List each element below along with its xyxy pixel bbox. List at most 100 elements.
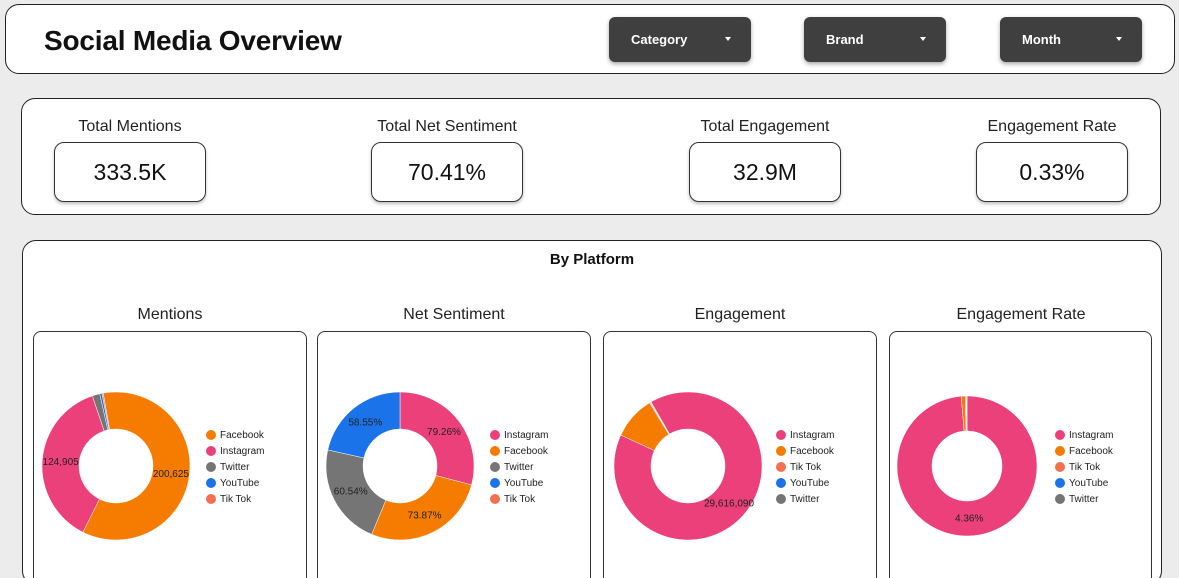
legend-label: Twitter	[220, 461, 250, 473]
legend-label: YouTube	[220, 477, 260, 489]
engagement-rate-legend: Instagram Facebook Tik Tok YouTube Twitter	[1055, 427, 1113, 507]
legend-label: Facebook	[790, 445, 834, 457]
legend-item-tik-tok[interactable]: Tik Tok	[776, 459, 834, 475]
legend-dot-icon	[206, 462, 216, 472]
legend-dot-icon	[776, 430, 786, 440]
chart-title-engagement-rate: Engagement Rate	[956, 306, 1086, 323]
legend-dot-icon	[1055, 446, 1065, 456]
mentions-legend: Facebook Instagram Twitter YouTube Tik Tok	[206, 427, 264, 507]
slice-label-youtube: 58.55%	[348, 418, 382, 429]
legend-item-instagram[interactable]: Instagram	[776, 427, 834, 443]
brand-dropdown[interactable]: Brand	[804, 17, 946, 62]
chart-title-mentions: Mentions	[137, 306, 203, 323]
slice-label-instagram: 29,616,090	[704, 498, 754, 509]
legend-item-instagram[interactable]: Instagram	[206, 443, 264, 459]
donut-slice-instagram[interactable]	[399, 391, 475, 486]
donut-slice-instagram[interactable]	[896, 395, 1038, 537]
donut-slice-tik-tok[interactable]	[101, 392, 110, 430]
kpi-title-engagement-rate: Engagement Rate	[987, 118, 1117, 135]
legend-label: Tik Tok	[790, 461, 822, 473]
donut-slice-instagram[interactable]	[41, 395, 105, 533]
legend-item-facebook[interactable]: Facebook	[490, 443, 548, 459]
kpi-value-engagement-rate: 0.33%	[976, 142, 1128, 202]
kpi-title-engagement: Total Engagement	[700, 118, 830, 135]
chart-title-engagement: Engagement	[694, 306, 786, 323]
kpi-panel: Total Mentions 333.5K Total Net Sentimen…	[21, 98, 1161, 215]
legend-label: Twitter	[1069, 493, 1099, 505]
donut-slice-youtube[interactable]	[327, 391, 401, 459]
legend-label: Instagram	[1069, 429, 1114, 441]
legend-item-facebook[interactable]: Facebook	[206, 427, 264, 443]
slice-label-instagram: 124,905	[43, 457, 80, 468]
legend-dot-icon	[206, 430, 216, 440]
chart-title-net-sentiment: Net Sentiment	[403, 306, 505, 323]
legend-dot-icon	[206, 478, 216, 488]
legend-item-youtube[interactable]: YouTube	[776, 475, 834, 491]
section-title: By Platform	[549, 251, 635, 268]
mentions-donut-card: 200,625 124,905 Facebook Instagram Twitter Y…	[33, 331, 307, 578]
slice-label-twitter: 60.54%	[334, 487, 368, 498]
legend-label: YouTube	[504, 477, 544, 489]
legend-item-twitter[interactable]: Twitter	[490, 459, 548, 475]
legend-dot-icon	[206, 494, 216, 504]
legend-dot-icon	[776, 478, 786, 488]
kpi-value-mentions: 333.5K	[54, 142, 206, 202]
legend-item-youtube[interactable]: YouTube	[490, 475, 548, 491]
slice-label-facebook: 73.87%	[408, 511, 442, 522]
legend-item-twitter[interactable]: Twitter	[776, 491, 834, 507]
legend-label: Twitter	[504, 461, 534, 473]
legend-item-tik-tok[interactable]: Tik Tok	[490, 491, 548, 507]
legend-item-youtube[interactable]: YouTube	[1055, 475, 1113, 491]
legend-item-twitter[interactable]: Twitter	[1055, 491, 1113, 507]
legend-item-tik-tok[interactable]: Tik Tok	[206, 491, 264, 507]
legend-label: Tik Tok	[1069, 461, 1101, 473]
month-dropdown-label: Month	[1022, 32, 1061, 47]
donut-slice-facebook[interactable]	[371, 475, 472, 541]
brand-dropdown-label: Brand	[826, 32, 864, 47]
legend-dot-icon	[490, 478, 500, 488]
legend-label: Facebook	[1069, 445, 1113, 457]
engagement-legend: Instagram Facebook Tik Tok YouTube Twitter	[776, 427, 834, 507]
legend-dot-icon	[490, 446, 500, 456]
kpi-value-engagement: 32.9M	[689, 142, 841, 202]
legend-label: YouTube	[1069, 477, 1109, 489]
header-bar: Social Media Overview Category Brand Mon…	[5, 4, 1175, 74]
legend-dot-icon	[490, 430, 500, 440]
legend-label: Instagram	[220, 445, 265, 457]
slice-label-instagram: 4.36%	[955, 513, 983, 524]
legend-item-instagram[interactable]: Instagram	[490, 427, 548, 443]
category-dropdown-label: Category	[631, 32, 688, 47]
donut-slice-instagram[interactable]	[613, 391, 763, 541]
legend-dot-icon	[776, 462, 786, 472]
legend-item-tik-tok[interactable]: Tik Tok	[1055, 459, 1113, 475]
legend-label: Instagram	[790, 429, 835, 441]
legend-item-facebook[interactable]: Facebook	[776, 443, 834, 459]
net-sentiment-legend: Instagram Facebook Twitter YouTube Tik Tok	[490, 427, 548, 507]
engagement-donut-card: 29,616,090 Instagram Facebook Tik Tok YouTu…	[603, 331, 877, 578]
legend-label: Facebook	[504, 445, 548, 457]
legend-label: YouTube	[790, 477, 830, 489]
donut-slice-twitter[interactable]	[650, 401, 670, 435]
month-dropdown[interactable]: Month	[1000, 17, 1142, 62]
page-title: Social Media Overview	[44, 25, 342, 56]
legend-dot-icon	[1055, 462, 1065, 472]
legend-dot-icon	[206, 446, 216, 456]
legend-dot-icon	[490, 462, 500, 472]
engagement-rate-donut-card: 4.36% Instagram Facebook Tik Tok YouTube Twi…	[889, 331, 1152, 578]
legend-item-facebook[interactable]: Facebook	[1055, 443, 1113, 459]
engagement-rate-donut-chart: 4.36%	[896, 395, 1038, 537]
by-platform-panel: By Platform Mentions 200,625 124,905 Face…	[22, 240, 1162, 578]
legend-item-youtube[interactable]: YouTube	[206, 475, 264, 491]
legend-dot-icon	[1055, 478, 1065, 488]
category-dropdown[interactable]: Category	[609, 17, 751, 62]
kpi-value-net-sentiment: 70.41%	[371, 142, 523, 202]
net-sentiment-donut-chart: 79.26% 73.87% 60.54% 58.55%	[325, 391, 475, 541]
legend-dot-icon	[776, 494, 786, 504]
engagement-donut-chart: 29,616,090	[613, 391, 763, 541]
legend-label: Twitter	[790, 493, 820, 505]
legend-dot-icon	[490, 494, 500, 504]
legend-item-twitter[interactable]: Twitter	[206, 459, 264, 475]
legend-item-instagram[interactable]: Instagram	[1055, 427, 1113, 443]
caret-down-icon	[1116, 37, 1122, 41]
caret-down-icon	[725, 37, 731, 41]
